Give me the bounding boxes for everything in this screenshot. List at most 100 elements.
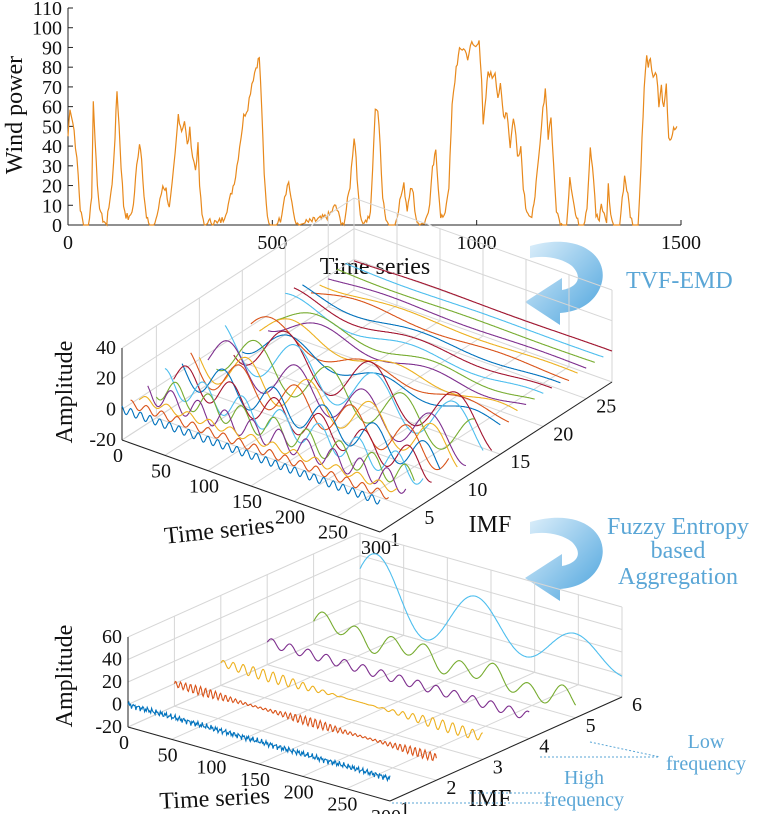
floor-grid-line [302,671,535,777]
wind-power-y-tick-label: 70 [42,77,62,99]
imf-3d-y-axis-label: Amplitude [52,341,78,444]
amplitude-tick-label: 60 [102,626,122,648]
wind-power-y-tick-label: 20 [42,176,62,198]
low-frequency-leader [540,741,661,758]
imf-3d-imf-axis-label: IMF [469,512,512,538]
imf-series-line-27 [130,399,389,500]
time-tick-label: 50 [151,460,171,482]
imf-series-line-1 [359,553,623,677]
wall-grid-line [127,577,623,683]
imf-series-line-5 [173,680,437,762]
imf-series-line-20 [190,352,450,471]
amplitude-tick-label: 40 [96,337,116,359]
imf-3d-y-ticks: -20 0 20 40 [89,337,116,451]
wind-power-x-tick-label: 1000 [457,232,497,254]
imf-tick-label: 10 [467,479,487,501]
wind-power-y-axis-label: Wind power [2,56,28,174]
floor-grid-line [215,647,448,753]
wind-power-y-tick-label: 0 [52,215,62,237]
imf-series-line-6 [310,292,570,382]
amplitude-tick-label: 0 [106,398,116,420]
time-tick-label: 250 [327,794,357,814]
time-tick-label: 250 [318,522,348,544]
time-axis-line [127,726,391,802]
imf-tick-label: 5 [424,507,434,529]
imf-series-line-4 [220,660,483,741]
floor-grid-line [285,333,544,427]
imf-series-line-8 [293,287,553,389]
fuzzy-entropy-label-line1: Fuzzy Entropy [607,514,749,540]
high-frequency-label-line2: frequency [544,789,624,811]
wall-grid-line [121,289,613,441]
aggregated-imf-imf-ticks: 1 2 3 4 5 6 [400,694,642,814]
imf-series-line-17 [216,339,475,450]
aggregated-imf-y-axis-label: Amplitude [52,625,78,728]
time-tick-label: 150 [240,769,270,791]
wind-power-x-tick-label: 500 [257,232,287,254]
imf-series-line-28 [121,405,381,505]
time-tick-label: 300 [371,806,401,814]
imf-series-line-3 [266,638,530,719]
wall-grid-line [127,532,623,638]
imf-series-line-16 [224,325,484,451]
floor-grid-line [258,659,492,765]
imf-series-line-21 [181,363,441,470]
imf-3d-x-ticks: 0 50 100 150 200 250 300 [113,445,391,559]
wall-grid-line [121,197,613,349]
imf-series-line-6 [127,700,391,783]
imf-series-line-4 [328,278,587,369]
imf-axis-line [389,696,623,802]
fuzzy-entropy-arrow: Fuzzy Entropy based Aggregation [525,514,749,601]
imf-series-line-26 [138,396,398,493]
imf-series-line-12 [259,318,518,412]
wind-power-x-tick-label: 1500 [661,232,701,254]
imf-3d-x-axis-label: Time series [163,512,276,549]
imf-tick-label: 6 [632,694,642,716]
wall-grid-line [121,228,613,380]
imf-series-line-13 [250,316,510,423]
amplitude-tick-label: 0 [112,694,122,716]
wall-grid-line [127,599,623,705]
fuzzy-entropy-label-line2: based [651,538,706,564]
curved-arrow-icon-2 [525,517,603,601]
floor-grid-line [336,366,570,518]
amplitude-tick-label: 20 [96,368,116,390]
time-tick-label: 0 [119,732,129,754]
wind-power-y-tick-label: 80 [42,57,62,79]
time-tick-label: 200 [284,781,314,803]
wind-power-y-tick-label: 60 [42,97,62,119]
floor-grid-line [199,389,458,483]
wind-power-series-line [67,39,678,227]
floor-grid-line [313,643,576,719]
time-tick-label: 50 [158,744,178,766]
time-tick-label: 100 [196,757,226,779]
fuzzy-entropy-label-line3: Aggregation [618,564,738,590]
floor-grid-line [220,684,483,760]
aggregated-imf-series [127,553,623,783]
imf-series-line-19 [198,356,458,468]
time-tick-label: 100 [189,476,219,498]
imf-series-line-2 [313,611,577,706]
aggregated-imf-axes [127,532,623,802]
high-frequency-label-line1: High [564,767,604,789]
curved-arrow-icon [525,241,603,325]
imf-series-line-15 [233,330,493,451]
amplitude-tick-label: -20 [89,429,116,451]
tvf-emd-label: TVF-EMD [626,268,733,294]
wind-power-x-tick-label: 0 [63,232,73,254]
wind-power-y-tick-label: 90 [42,37,62,59]
wind-power-y-tick-label: 10 [42,195,62,217]
tvf-emd-arrow: TVF-EMD [525,241,733,325]
imf-series-line-22 [173,365,432,483]
low-frequency-label-line2: frequency [666,753,746,775]
amplitude-tick-label: -20 [95,716,122,738]
imf-tick-label: 4 [539,736,549,758]
imf-tick-label: 15 [510,451,530,473]
